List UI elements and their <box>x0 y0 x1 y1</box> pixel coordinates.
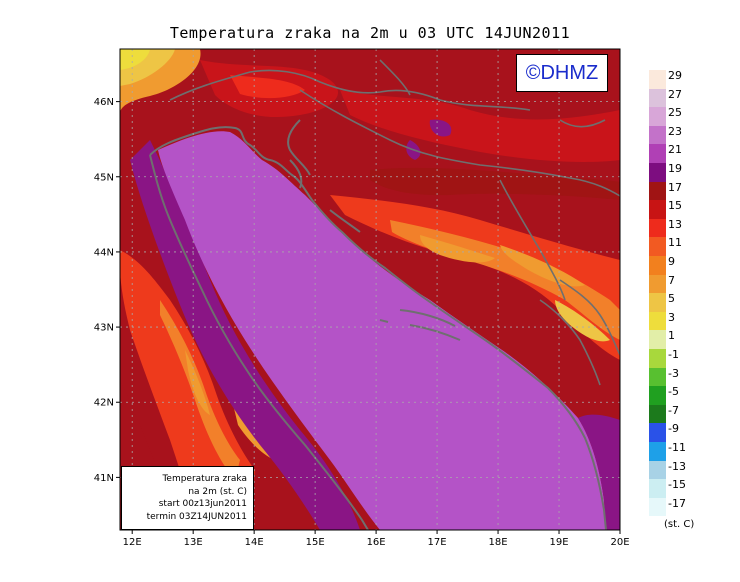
graticule <box>120 49 620 530</box>
legend-label: -1 <box>668 348 679 361</box>
legend-swatch <box>649 200 666 219</box>
legend-label: 27 <box>668 87 682 101</box>
x-tick-label-17E: 17E <box>428 537 447 548</box>
y-tick-label-46N: 46N <box>94 97 114 108</box>
legend-label: 19 <box>668 162 682 175</box>
y-tick-label-41N: 41N <box>94 473 114 484</box>
legend-label: -11 <box>668 441 686 454</box>
map-frame <box>119 48 621 531</box>
legend-label: 25 <box>668 106 682 120</box>
y-tick-label-44N: 44N <box>94 247 114 258</box>
legend-swatch <box>649 70 666 89</box>
borders <box>169 59 620 386</box>
legend-swatch <box>649 404 666 424</box>
legend-label: -5 <box>668 385 679 399</box>
legend-label: 7 <box>668 273 675 287</box>
info-line-variable: Temperatura zraka <box>162 474 247 484</box>
legend-swatch <box>649 367 666 387</box>
legend-label: -13 <box>668 459 686 473</box>
x-tick-label-19E: 19E <box>550 537 569 548</box>
legend-swatch <box>649 330 666 349</box>
legend-swatch <box>649 107 666 126</box>
legend-swatch <box>649 311 666 331</box>
map-title: Temperatura zraka na 2m u 03 UTC 14JUN20… <box>169 24 571 42</box>
legend-swatch <box>649 88 666 108</box>
x-tick-label-20E: 20E <box>610 537 629 548</box>
legend-label: 9 <box>668 255 675 268</box>
legend-label: -9 <box>668 422 679 436</box>
legend-swatch <box>649 181 666 201</box>
legend-swatch <box>649 442 666 461</box>
legend-swatch <box>649 218 666 238</box>
legend-swatch <box>649 423 666 442</box>
legend-swatch <box>649 293 666 312</box>
legend-swatch <box>649 497 666 517</box>
coastlines <box>149 119 607 530</box>
x-tick-label-18E: 18E <box>489 537 508 548</box>
y-tick-label-43N: 43N <box>94 323 114 334</box>
legend-label: 1 <box>668 329 675 343</box>
map-field <box>120 49 620 530</box>
legend-swatch <box>649 256 666 275</box>
axis-ticks: 12E 13E 14E 15E 16E 17E 18E 19E 20E 41N 42N 43N 44N 4… <box>94 97 630 548</box>
legend-label: -3 <box>668 366 679 380</box>
legend-label: -17 <box>668 496 686 510</box>
x-tick-label-14E: 14E <box>245 537 264 548</box>
legend-swatch <box>649 274 666 294</box>
info-line-start: start 00z13jun2011 <box>158 499 247 509</box>
legend-swatch <box>649 163 666 182</box>
legend-label: -15 <box>668 478 686 492</box>
legend-label: -7 <box>668 403 679 417</box>
legend-swatch <box>649 237 666 256</box>
x-tick-label-12E: 12E <box>123 537 142 548</box>
legend-swatch <box>649 460 666 480</box>
legend-label: 21 <box>668 143 682 157</box>
y-tick-label-45N: 45N <box>94 172 114 183</box>
info-line-valid: termin 03Z14JUN2011 <box>146 511 247 522</box>
x-tick-label-15E: 15E <box>306 537 325 548</box>
legend-label: 23 <box>668 124 682 138</box>
legend-swatch <box>649 125 666 145</box>
y-tick-label-42N: 42N <box>94 398 114 409</box>
legend-units: (st. C) <box>664 519 695 530</box>
x-tick-label-16E: 16E <box>367 537 386 548</box>
legend-label: 5 <box>668 292 675 306</box>
legend-swatch <box>649 349 666 368</box>
info-box: Temperatura zraka na 2m (st. C) start 00… <box>121 466 254 530</box>
x-tick-label-13E: 13E <box>184 537 203 548</box>
legend-swatch <box>649 386 666 405</box>
legend-swatch <box>649 144 666 163</box>
legend-swatch <box>649 479 666 498</box>
legend-label: 15 <box>668 199 682 213</box>
copyright-label: ©DHMZ <box>516 54 608 92</box>
legend-label: 17 <box>668 180 682 194</box>
legend-label: 11 <box>668 236 682 250</box>
legend-label: 13 <box>668 217 682 231</box>
legend-label: 29 <box>668 69 682 82</box>
info-line-level: na 2m (st. C) <box>188 486 247 497</box>
legend-label: 3 <box>668 310 675 324</box>
